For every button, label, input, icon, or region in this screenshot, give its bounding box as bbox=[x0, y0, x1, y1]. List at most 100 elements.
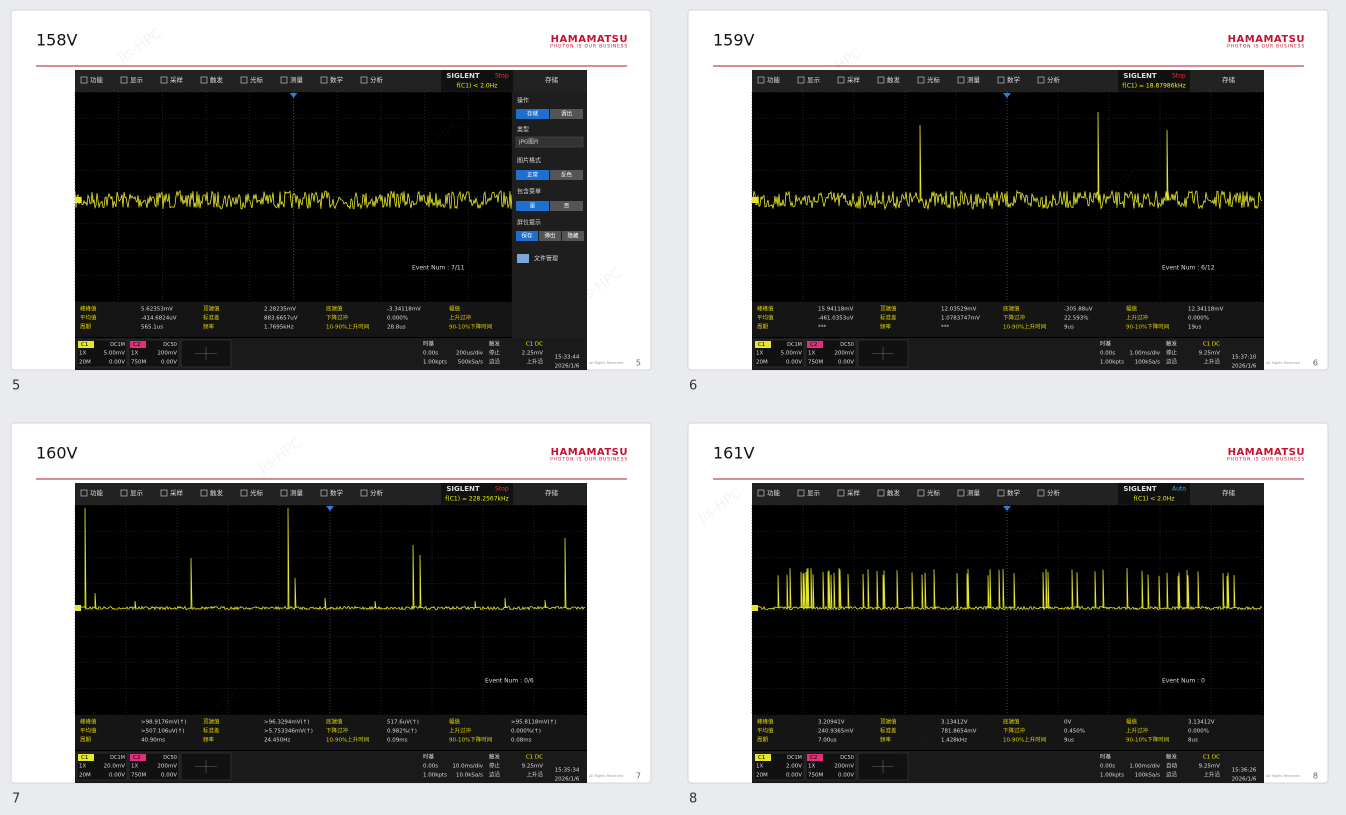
trigger-position-marker bbox=[326, 506, 334, 511]
measure-label: 90-10%下降时间 bbox=[1126, 736, 1169, 744]
menu-item: 采样 bbox=[170, 75, 184, 84]
measure-label: 幅值 bbox=[449, 305, 461, 313]
save-menu: 存储 bbox=[545, 488, 559, 497]
trigger-position-marker bbox=[1003, 506, 1011, 511]
channel-tag bbox=[755, 754, 771, 761]
measure-value: -3.34118mV bbox=[387, 307, 421, 313]
panel-button[interactable] bbox=[539, 231, 561, 241]
menu-item: 功能 bbox=[90, 75, 104, 84]
menu-item: 触发 bbox=[210, 75, 224, 84]
channel-tag bbox=[807, 341, 823, 348]
measure-label: 下降过冲 bbox=[326, 314, 349, 322]
channel-offset: 0.00V bbox=[109, 360, 125, 366]
measure-label: 顶端值 bbox=[203, 718, 220, 726]
measure-value: 40.90ms bbox=[141, 738, 165, 744]
trigger-frequency: f(C1) = 228.2567kHz bbox=[445, 496, 508, 503]
timebase-scale: 10.0ms/div bbox=[452, 764, 483, 770]
measure-label: 90-10%下降时间 bbox=[1126, 323, 1169, 331]
logo-tagline: PHOTON IS OUR BUSINESS bbox=[550, 44, 628, 50]
measure-value: 0.000% bbox=[1188, 316, 1209, 322]
channel-marker bbox=[75, 605, 81, 611]
measure-value: 240.9365mV bbox=[818, 729, 854, 735]
trigger-label: 触发 bbox=[489, 340, 501, 348]
panel-button[interactable] bbox=[550, 170, 583, 180]
measure-value: 28.8us bbox=[387, 325, 406, 331]
timebase-label: 时基 bbox=[1100, 340, 1112, 348]
menu-icon bbox=[757, 489, 765, 497]
panel-button[interactable] bbox=[516, 231, 538, 241]
menu-item: 采样 bbox=[847, 488, 861, 497]
panel-button[interactable] bbox=[516, 201, 549, 211]
measure-label: 底端值 bbox=[1003, 305, 1020, 313]
trigger-label: 触发 bbox=[1166, 340, 1178, 348]
channel-offset: 0.00V bbox=[838, 773, 854, 779]
menu-icon bbox=[1037, 76, 1045, 84]
menu-item: 功能 bbox=[767, 488, 781, 497]
panel-button[interactable] bbox=[562, 231, 584, 241]
panel-heading: 包含菜单 bbox=[517, 188, 541, 196]
panel-button[interactable] bbox=[550, 109, 583, 119]
measure-value: 781.8654mV bbox=[941, 729, 977, 735]
menu-icon bbox=[320, 489, 328, 497]
channel-offset: 0.00V bbox=[161, 773, 177, 779]
channel-box bbox=[76, 752, 128, 781]
measure-label: 下降过冲 bbox=[1003, 314, 1026, 322]
measure-value: 517.6uV(↑) bbox=[387, 719, 419, 726]
slide-title: 161V bbox=[713, 444, 755, 463]
timebase-delay: 0.00s bbox=[423, 764, 438, 770]
measure-label: 周期 bbox=[80, 737, 92, 744]
menu-icon bbox=[240, 489, 248, 497]
channel-scale: 5.00mV bbox=[781, 351, 803, 357]
measure-value: 3.20941V bbox=[818, 720, 845, 726]
page-number: 6 bbox=[1313, 359, 1318, 368]
measure-label: 频率 bbox=[880, 323, 892, 331]
timebase-points: 1.00kpts bbox=[1100, 773, 1124, 779]
slide-index: 8 bbox=[689, 792, 697, 807]
channel-name: C1 bbox=[81, 342, 88, 348]
panel-heading: 图片格式 bbox=[517, 157, 541, 165]
crosshair bbox=[872, 347, 894, 360]
measure-value: >98.9176mV(↑) bbox=[141, 719, 186, 726]
menu-item: 显示 bbox=[130, 489, 144, 497]
trigger-source: C1 DC bbox=[526, 755, 543, 761]
trigger-mode: 停止 bbox=[1166, 349, 1178, 357]
trigger-source: C1 DC bbox=[1203, 755, 1220, 761]
panel-heading: 操作 bbox=[517, 97, 529, 105]
logo: HAMAMATSU bbox=[551, 34, 628, 45]
measure-label: 平均值 bbox=[757, 727, 774, 735]
menu-item: 测量 bbox=[290, 489, 304, 497]
measure-label: 平均值 bbox=[80, 727, 97, 735]
measure-value: 0.08ms bbox=[511, 738, 532, 744]
channel-marker bbox=[752, 197, 758, 203]
measure-value: 5.62353mV bbox=[141, 307, 173, 313]
channel-offset: 0.00V bbox=[838, 360, 854, 366]
panel-button[interactable] bbox=[516, 170, 549, 180]
panel-dropdown[interactable] bbox=[515, 136, 584, 148]
brand: SIGLENT bbox=[446, 485, 479, 493]
channel-name: C1 bbox=[81, 755, 88, 761]
measure-label: 顶端值 bbox=[880, 305, 897, 313]
channel-bandwidth: 750M bbox=[808, 360, 823, 366]
logo-tagline: PHOTON IS OUR BUSINESS bbox=[550, 457, 628, 463]
menu-icon bbox=[757, 76, 765, 84]
menu-icon bbox=[997, 489, 1005, 497]
menu-icon bbox=[200, 489, 208, 497]
measure-value: 24.450Hz bbox=[264, 738, 290, 744]
measure-label: 峰峰值 bbox=[80, 718, 97, 726]
rights-note: All Rights Reserved bbox=[1266, 774, 1300, 778]
menu-item: 光标 bbox=[927, 75, 941, 84]
slide-title: 160V bbox=[36, 444, 78, 463]
measure-value: 2.28235mV bbox=[264, 307, 296, 313]
panel-button[interactable] bbox=[516, 109, 549, 119]
panel-button[interactable] bbox=[550, 201, 583, 211]
trigger-slope: 上升沿 bbox=[1203, 358, 1220, 366]
measure-label: 底端值 bbox=[326, 718, 343, 726]
menu-icon bbox=[917, 76, 925, 84]
save-menu: 存储 bbox=[1222, 488, 1236, 497]
